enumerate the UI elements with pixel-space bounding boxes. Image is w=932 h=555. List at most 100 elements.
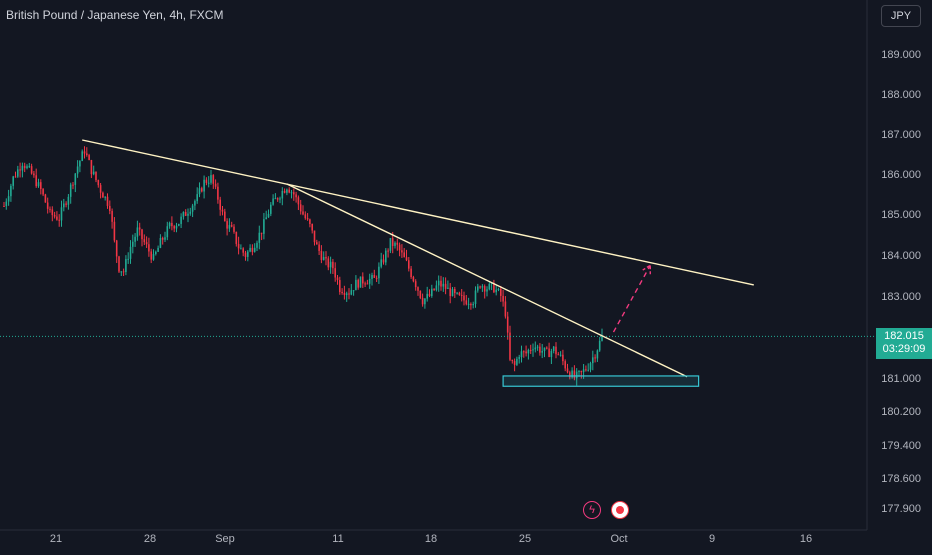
candle-body	[173, 226, 175, 229]
candle-body	[46, 202, 49, 209]
price-axis[interactable]: 189.000 188.000 187.000 186.000 185.000 184.0…	[881, 49, 921, 515]
candle-body	[132, 241, 134, 247]
candle-body	[486, 289, 488, 292]
candle-body	[279, 198, 281, 200]
candle-body	[339, 280, 341, 292]
candle-body	[226, 221, 228, 229]
candle-body	[113, 221, 116, 241]
candle-body	[309, 219, 311, 224]
trendline	[82, 139, 754, 286]
candle-body	[49, 208, 51, 210]
price-tick-label: 184.000	[881, 250, 921, 262]
candle-body	[56, 216, 58, 220]
candle-body	[28, 166, 31, 168]
candle-body	[302, 211, 304, 215]
candle-body	[260, 232, 263, 234]
candle-body	[164, 237, 166, 240]
candle-body	[102, 192, 104, 198]
candle-body	[391, 238, 394, 246]
candle-body	[76, 166, 79, 174]
candle-body	[373, 274, 376, 278]
candle-body	[304, 214, 307, 219]
candle-body	[357, 279, 359, 288]
candle-body	[527, 349, 530, 354]
candle-body	[555, 346, 557, 355]
candle-body	[44, 194, 47, 203]
candle-body	[79, 160, 81, 167]
candle-body	[313, 230, 316, 243]
candle-body	[235, 231, 238, 244]
candle-body	[421, 297, 424, 305]
candle-body	[465, 300, 468, 305]
candle-body	[362, 276, 364, 284]
candle-body	[40, 182, 42, 189]
price-tick-label: 178.600	[881, 473, 921, 485]
candle-body	[251, 247, 254, 252]
time-axis[interactable]: 21 28 Sep 11 18 25 Oct 9 16	[50, 533, 812, 545]
candle-body	[566, 368, 569, 373]
candle-body	[276, 198, 279, 200]
candle-body	[263, 219, 265, 234]
candle-body	[272, 198, 274, 205]
candle-body	[288, 189, 290, 193]
candle-body	[493, 282, 495, 293]
candle-body	[371, 274, 373, 279]
candle-body	[198, 188, 201, 195]
candle-body	[111, 210, 113, 222]
candle-body	[582, 369, 585, 373]
time-tick-label: 11	[332, 533, 343, 545]
candle-body	[405, 257, 408, 261]
candle-body	[168, 222, 171, 227]
record-icon[interactable]	[611, 501, 629, 519]
candle-body	[143, 239, 146, 243]
candle-body	[336, 277, 339, 281]
candle-body	[495, 289, 497, 293]
candle-body	[148, 244, 150, 252]
candle-body	[230, 225, 233, 227]
candle-body	[592, 357, 594, 364]
candle-body	[520, 351, 523, 358]
candle-body	[497, 288, 500, 290]
candle-body	[412, 277, 415, 282]
candle-body	[387, 250, 389, 252]
candle-body	[88, 155, 90, 161]
candle-body	[203, 179, 205, 192]
last-price-value: 182.015	[884, 330, 924, 342]
candle-body	[224, 211, 226, 222]
candle-body	[470, 303, 472, 306]
candle-body	[598, 340, 601, 351]
candle-body	[67, 196, 70, 205]
candle-body	[283, 191, 286, 193]
candle-body	[426, 293, 428, 299]
candle-body	[364, 283, 366, 285]
bolt-icon[interactable]: ϟ	[583, 501, 601, 519]
candle-body	[270, 204, 272, 214]
candle-body	[12, 176, 14, 186]
candle-body	[437, 280, 440, 286]
candle-body	[109, 205, 111, 211]
candle-body	[325, 257, 327, 259]
candle-body	[585, 369, 587, 371]
candle-body	[368, 278, 371, 284]
candle-body	[189, 211, 192, 214]
candle-body	[378, 266, 380, 279]
candle-body	[562, 354, 564, 362]
candle-body	[419, 290, 422, 298]
time-tick-label: 9	[709, 533, 715, 545]
price-tick-label: 186.000	[881, 169, 921, 181]
candle-body	[504, 301, 507, 317]
candle-body	[559, 354, 562, 356]
candle-body	[293, 192, 295, 195]
candle-body	[414, 281, 417, 288]
candle-body	[483, 286, 486, 292]
candle-body	[274, 198, 277, 200]
drawings-layer[interactable]	[0, 139, 876, 387]
candle-body	[401, 250, 403, 253]
candle-body	[454, 288, 456, 294]
candle-body	[134, 236, 136, 242]
currency-selector[interactable]: JPY	[881, 5, 921, 27]
candle-body	[529, 349, 532, 351]
candle-body	[601, 335, 603, 341]
